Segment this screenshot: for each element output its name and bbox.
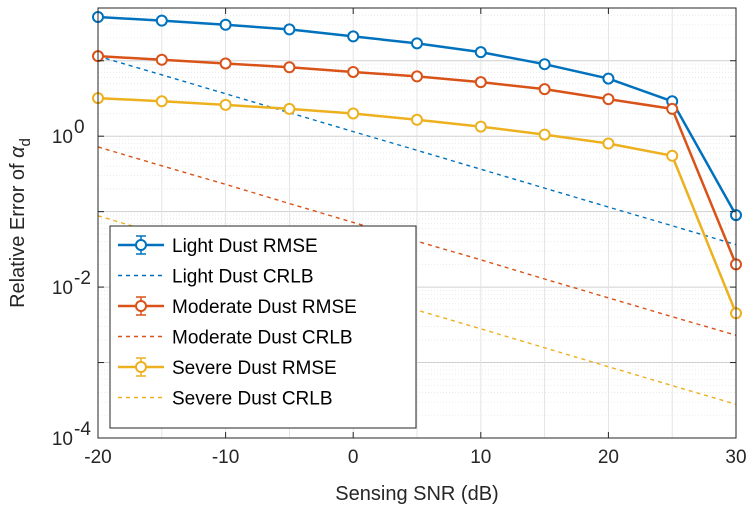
x-axis-label: Sensing SNR (dB) bbox=[335, 483, 498, 505]
data-point bbox=[219, 98, 232, 111]
series-line-2 bbox=[97, 55, 737, 246]
data-point bbox=[411, 70, 423, 83]
y-tick-label: 10 bbox=[52, 127, 73, 148]
legend-label: Light Dust RMSE bbox=[172, 236, 318, 257]
data-point bbox=[538, 128, 551, 141]
legend-label: Severe Dust RMSE bbox=[172, 358, 337, 379]
data-point bbox=[219, 57, 232, 70]
legend-label: Moderate Dust RMSE bbox=[172, 297, 357, 318]
series-line-4 bbox=[97, 146, 737, 336]
data-point bbox=[411, 37, 423, 50]
data-point bbox=[283, 61, 296, 74]
legend-label: Moderate Dust CRLB bbox=[172, 328, 353, 349]
data-point bbox=[283, 23, 296, 36]
y-tick-exponent: 0 bbox=[74, 117, 85, 138]
axes bbox=[97, 7, 737, 439]
legend-marker bbox=[135, 239, 147, 251]
y-tick-label: 10 bbox=[52, 278, 73, 299]
x-tick-label: 30 bbox=[725, 447, 746, 468]
data-point bbox=[666, 102, 679, 115]
data-point bbox=[602, 93, 615, 106]
y-axis-label-text: Relative Error of bbox=[7, 158, 29, 308]
legend: Light Dust RMSE Light Dust CRLB Moderate D… bbox=[109, 225, 417, 429]
y-axis-label: Relative Error of αd bbox=[7, 138, 34, 308]
x-tick-label: 10 bbox=[470, 447, 491, 468]
data-point bbox=[602, 72, 615, 85]
y-axis-label-subscript: d bbox=[17, 138, 34, 146]
data-point bbox=[347, 107, 360, 120]
data-point bbox=[283, 102, 296, 115]
y-axis-label-symbol: α bbox=[7, 146, 29, 158]
series-line-6 bbox=[97, 215, 737, 405]
legend-marker bbox=[135, 300, 147, 312]
data-point bbox=[347, 65, 360, 78]
legend-marker bbox=[135, 361, 147, 373]
legend-label: Severe Dust CRLB bbox=[172, 389, 333, 410]
x-tick-label: -20 bbox=[84, 447, 111, 468]
data-point bbox=[538, 58, 551, 71]
data-point bbox=[474, 76, 487, 89]
data-point bbox=[347, 30, 360, 43]
data-point bbox=[155, 53, 168, 66]
grid bbox=[97, 7, 737, 439]
data-point bbox=[155, 14, 168, 27]
legend-label: Light Dust CRLB bbox=[172, 267, 314, 288]
data-point bbox=[474, 120, 487, 133]
y-tick-label: 10 bbox=[52, 429, 73, 450]
x-tick-label: 20 bbox=[598, 447, 619, 468]
data-point bbox=[219, 18, 232, 31]
data-point bbox=[474, 46, 487, 59]
legend-box bbox=[109, 225, 417, 429]
data-point bbox=[538, 83, 551, 96]
y-tick-exponent: -2 bbox=[74, 268, 91, 289]
data-point bbox=[666, 149, 679, 162]
data-point bbox=[155, 95, 168, 108]
x-tick-label: -10 bbox=[212, 447, 239, 468]
plot-frame bbox=[97, 7, 737, 439]
y-tick-exponent: -4 bbox=[74, 419, 91, 440]
x-tick-label: 0 bbox=[348, 447, 359, 468]
data-point bbox=[411, 113, 423, 126]
data-point bbox=[602, 137, 615, 150]
